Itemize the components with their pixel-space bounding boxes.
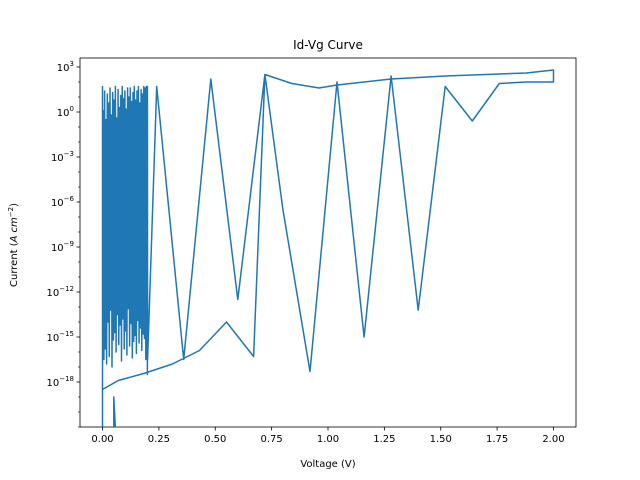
y-axis-label: Current (Acm−2) bbox=[7, 203, 20, 287]
x-axis: 0.00 0.25 0.50 0.75 1.00 1.25 1.50 1.75 2.00 bbox=[91, 427, 565, 445]
chart-title: Id-Vg Curve bbox=[293, 38, 363, 52]
x-tick-label: 0.75 bbox=[261, 434, 283, 445]
y-tick-base: 10 bbox=[51, 153, 64, 164]
y-tick-exponent: 0 bbox=[70, 105, 74, 113]
x-tick-label: 0.25 bbox=[148, 434, 170, 445]
x-tick-label: 0.00 bbox=[91, 434, 113, 445]
x-tick-label: 1.25 bbox=[373, 434, 395, 445]
y-tick-base: 10 bbox=[51, 198, 64, 209]
y-label-exponent: −2 bbox=[7, 207, 15, 217]
y-tick-base: 10 bbox=[46, 333, 59, 344]
y-tick-exponent: −6 bbox=[64, 195, 75, 203]
x-tick-label: 0.50 bbox=[204, 434, 226, 445]
y-tick-label: 10−6 bbox=[51, 195, 75, 209]
y-tick-exponent: −3 bbox=[64, 150, 74, 158]
y-tick-exponent: −15 bbox=[59, 330, 74, 338]
y-label-prefix: Current ( bbox=[9, 242, 20, 287]
y-tick-base: 10 bbox=[57, 63, 70, 74]
y-tick-base: 10 bbox=[46, 378, 59, 389]
y-tick-label: 10−9 bbox=[51, 240, 74, 254]
y-tick-exponent: 3 bbox=[70, 60, 74, 68]
y-tick-label: 10−15 bbox=[46, 330, 74, 344]
y-tick-base: 10 bbox=[57, 108, 70, 119]
y-tick-base: 10 bbox=[46, 288, 59, 299]
y-tick-exponent: −12 bbox=[59, 285, 74, 293]
y-tick-exponent: −18 bbox=[59, 375, 74, 383]
y-tick-label: 100 bbox=[57, 105, 74, 119]
y-tick-exponent: −9 bbox=[64, 240, 74, 248]
y-tick-base: 10 bbox=[51, 243, 64, 254]
y-tick-label: 10−3 bbox=[51, 150, 74, 164]
y-label-unit-cm: cm bbox=[9, 217, 20, 232]
x-tick-label: 1.00 bbox=[317, 434, 339, 445]
y-label-suffix: ) bbox=[9, 203, 20, 207]
chart-series bbox=[101, 69, 555, 427]
x-tick-label: 2.00 bbox=[542, 434, 564, 445]
current-series-line bbox=[101, 69, 555, 427]
plot-border bbox=[79, 57, 577, 428]
y-tick-label: 10−18 bbox=[46, 375, 74, 389]
y-tick-label: 103 bbox=[57, 60, 74, 74]
y-label-unit-a: A bbox=[9, 235, 20, 243]
y-tick-label: 10−12 bbox=[46, 285, 74, 299]
x-tick-label: 1.75 bbox=[486, 434, 508, 445]
x-tick-label: 1.50 bbox=[430, 434, 452, 445]
plot-area bbox=[79, 57, 577, 428]
x-axis-label: Voltage (V) bbox=[300, 459, 355, 470]
